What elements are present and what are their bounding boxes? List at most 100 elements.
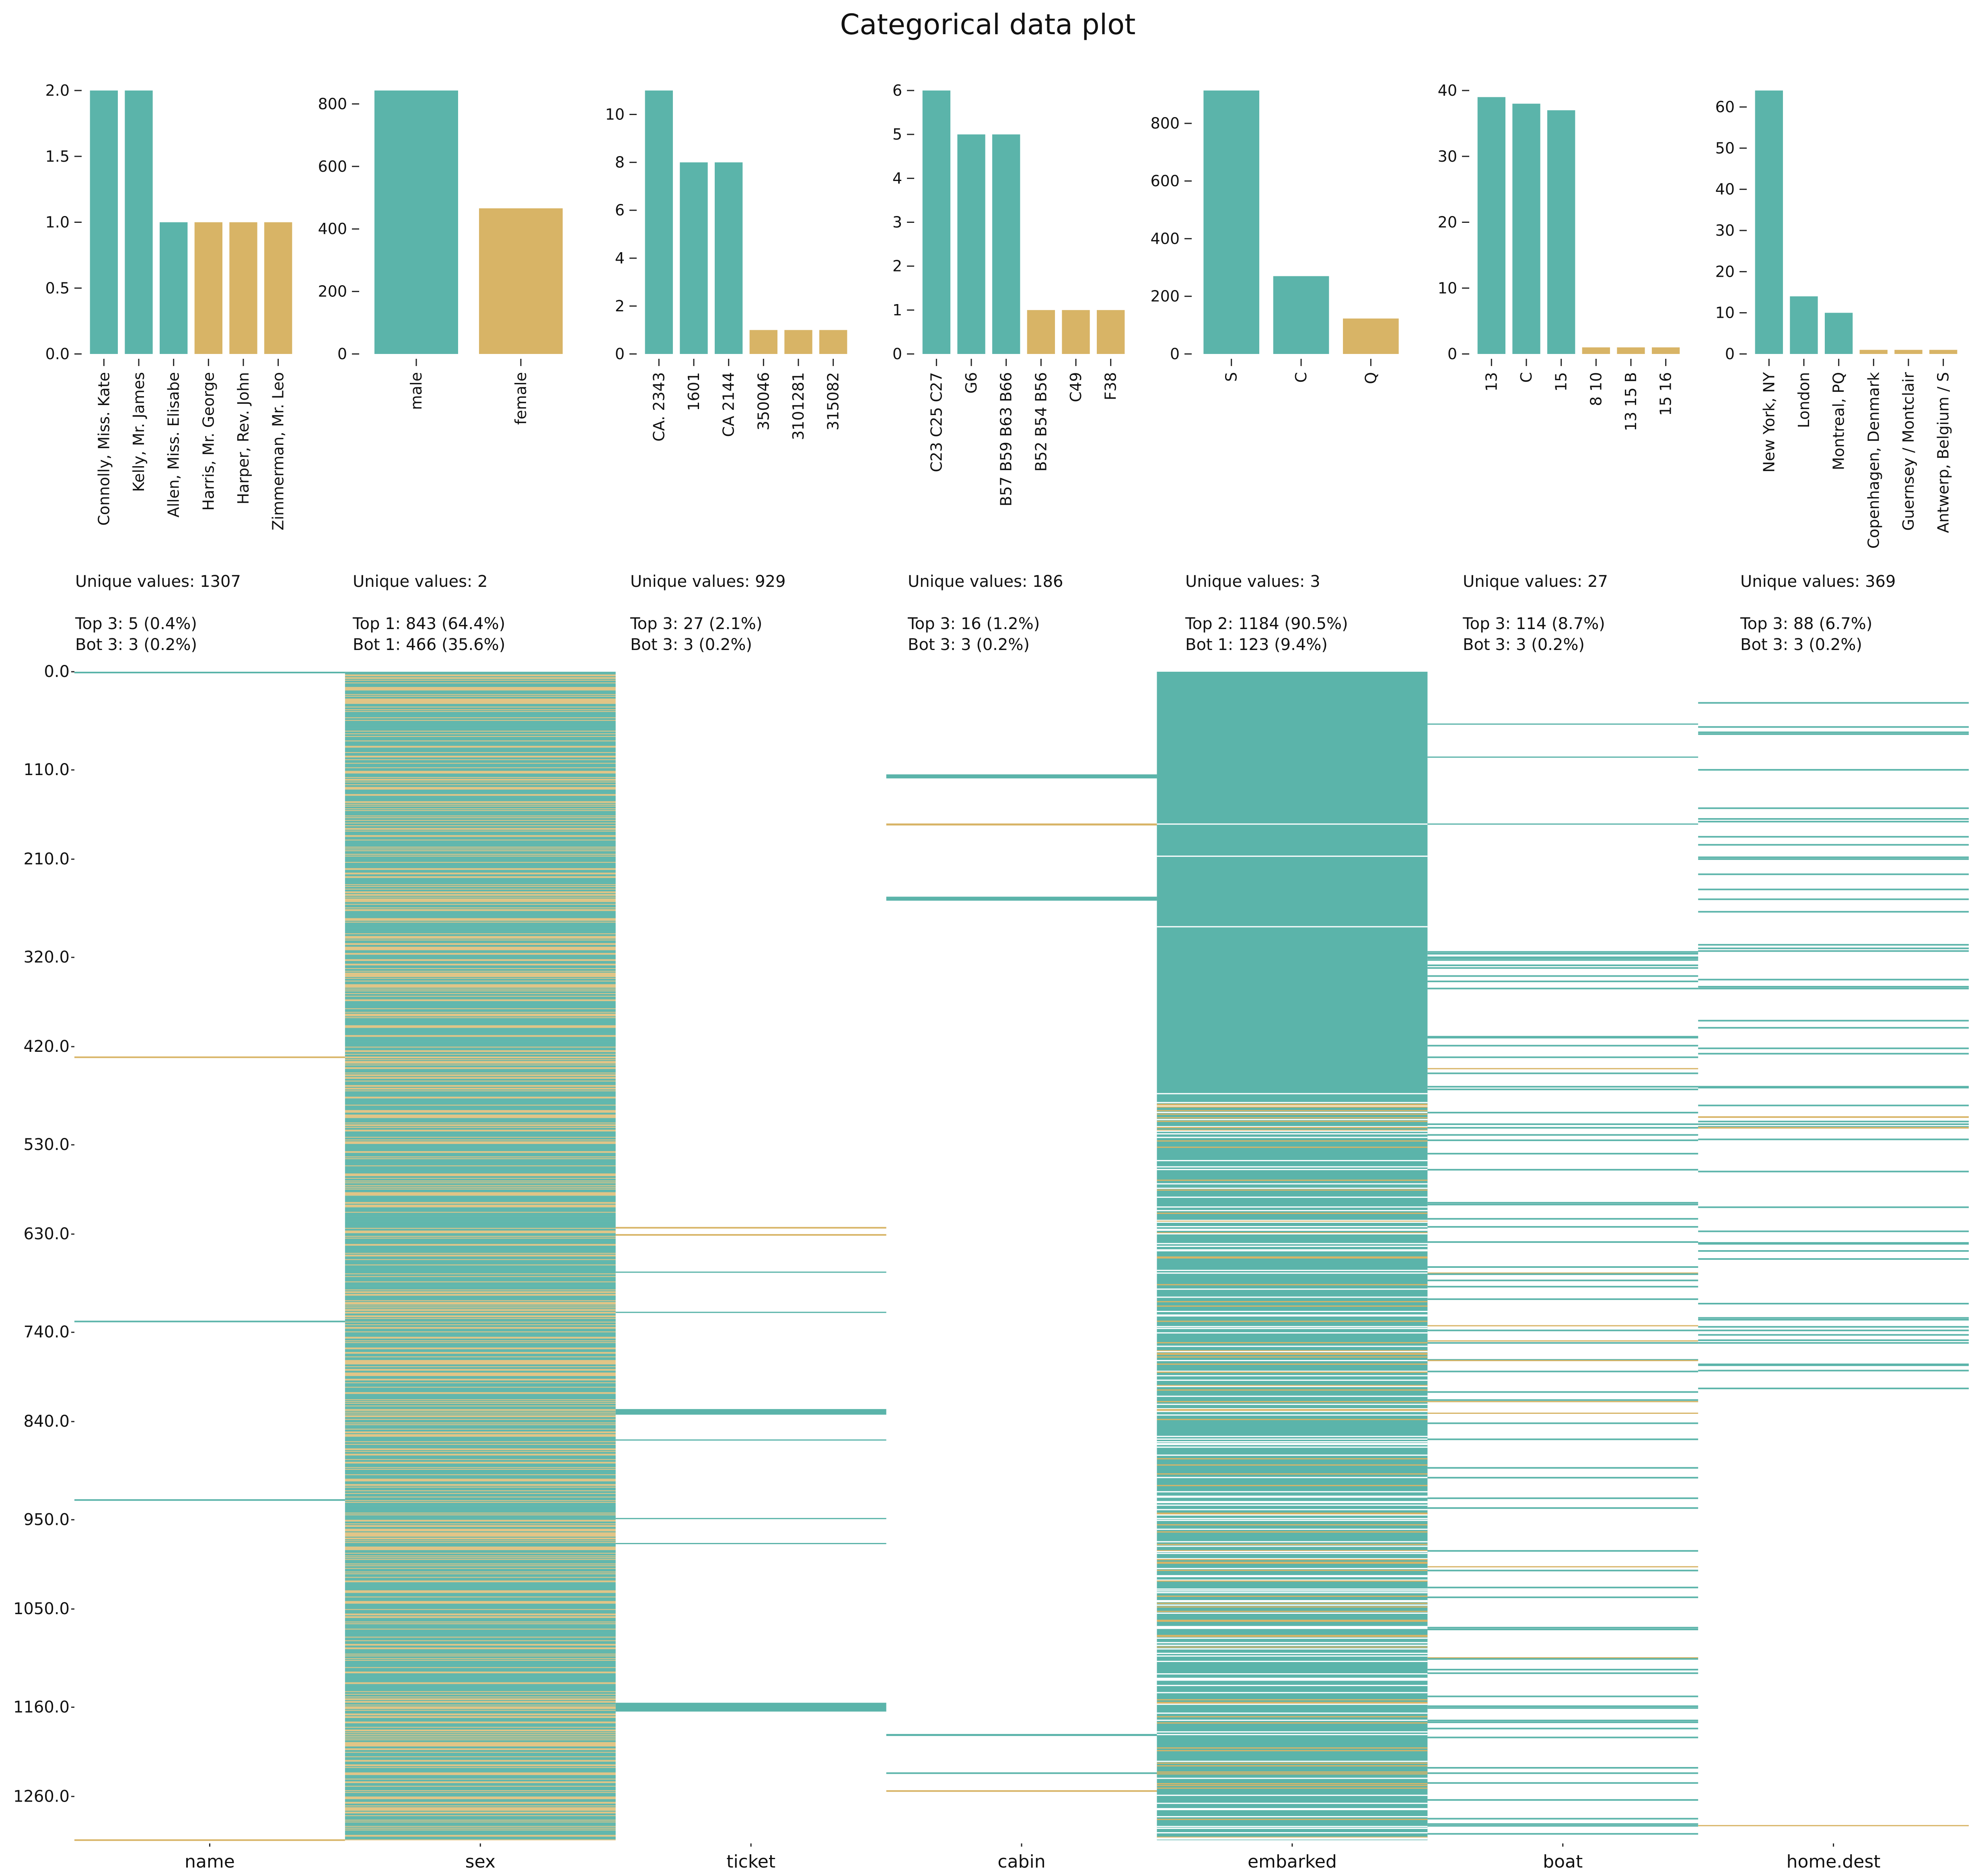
sex-row-marker (345, 884, 616, 885)
sex-row-marker (345, 1699, 616, 1700)
embarked-gap (1157, 1446, 1428, 1448)
sex-row-marker (345, 1411, 616, 1412)
sex-row-marker (345, 1528, 616, 1529)
sex-row-marker (345, 851, 616, 852)
sex-row-marker (345, 1130, 616, 1132)
sex-row-marker (345, 1296, 616, 1298)
sex-row-marker (345, 1588, 616, 1590)
sex-row-marker (345, 1503, 616, 1504)
ticket-row-marker (615, 1409, 886, 1415)
sex-row-marker (345, 840, 616, 842)
sex-row-marker (345, 1678, 616, 1679)
sex-row-marker (345, 1444, 616, 1446)
bar-13-15-b (1617, 347, 1645, 354)
sex-row-marker (345, 1703, 616, 1705)
sex-row-marker (345, 679, 616, 680)
unique-values-label: Unique values: 186 (908, 572, 1063, 591)
boat-row-marker (1427, 956, 1698, 958)
embarked-gap (1157, 1604, 1428, 1606)
home-dest-row-marker (1698, 1121, 1969, 1123)
sex-row-marker (345, 1154, 616, 1156)
bar-antwerp-belgium-s (1929, 350, 1957, 354)
y-tick-label: 200 (1150, 288, 1180, 305)
embarked-gap (1157, 1652, 1428, 1654)
sex-row-marker (345, 842, 616, 843)
sex-row-marker (345, 695, 616, 696)
sex-row-marker (345, 1804, 616, 1806)
boat-row-marker (1427, 1477, 1698, 1479)
sex-row-marker (345, 1662, 616, 1663)
sex-row-marker (345, 1516, 616, 1518)
sex-row-marker (345, 1012, 616, 1014)
boat-row-marker (1427, 1596, 1698, 1598)
sex-row-marker (345, 1561, 616, 1562)
home-dest-row-marker (1698, 944, 1969, 946)
sex-row-marker (345, 1202, 616, 1203)
y-tick-label: 0.0 (45, 345, 70, 363)
sex-row-marker (345, 774, 616, 775)
embarked-row-marker (1157, 1284, 1428, 1286)
embarked-row-marker (1157, 1121, 1428, 1122)
embarked-gap (1157, 1133, 1428, 1135)
embarked-gap (1157, 1228, 1428, 1230)
bottom-summary: Bot 3: 3 (0.2%) (630, 636, 752, 654)
home-dest-row-marker (1698, 1342, 1969, 1344)
home-dest-row-marker (1698, 1053, 1969, 1055)
y-tick-label: 10 (605, 106, 625, 123)
sex-row-marker (345, 1566, 616, 1567)
sex-row-marker (345, 771, 616, 773)
sex-row-marker (345, 949, 616, 950)
sex-row-marker (345, 1833, 616, 1834)
embarked-gap (1157, 1816, 1428, 1818)
sex-row-marker (345, 1487, 616, 1489)
cabin-row-marker (886, 1734, 1157, 1736)
sex-row-marker (345, 682, 616, 684)
embarked-gap (1157, 1233, 1428, 1234)
column-label-boat: boat (1543, 1851, 1583, 1872)
sex-row-marker (345, 1381, 616, 1382)
sex-row-marker (345, 929, 616, 930)
sex-row-marker (345, 940, 616, 942)
sex-row-marker (345, 1621, 616, 1623)
sex-row-marker (345, 1395, 616, 1397)
sex-row-marker (345, 1637, 616, 1639)
sex-row-marker (345, 1103, 616, 1104)
embarked-row-marker (1157, 1212, 1428, 1214)
sex-row-marker (345, 1169, 616, 1170)
sex-row-marker (345, 718, 616, 720)
sex-row-marker (345, 1279, 616, 1281)
home-dest-row-marker (1698, 1370, 1969, 1372)
sex-row-marker (345, 1146, 616, 1147)
sex-row-marker (345, 1524, 616, 1526)
sex-row-marker (345, 1265, 616, 1267)
sex-row-marker (345, 1291, 616, 1292)
sex-row-marker (345, 1837, 616, 1839)
sex-row-marker (345, 1565, 616, 1567)
column-label-embarked: embarked (1248, 1851, 1337, 1872)
sex-row-marker (345, 1377, 616, 1378)
sex-row-marker (345, 1329, 616, 1331)
sex-row-marker (345, 1521, 616, 1523)
sex-row-marker (345, 1444, 616, 1445)
sex-row-marker (345, 1321, 616, 1322)
boat-row-marker (1427, 1736, 1698, 1738)
embarked-row-marker (1157, 1606, 1428, 1608)
name-row-marker (74, 1839, 345, 1841)
bar-c (1273, 276, 1329, 354)
sex-row-marker (345, 941, 616, 942)
sex-row-marker (345, 911, 616, 912)
sex-row-marker (345, 1419, 616, 1420)
sex-row-marker (345, 955, 616, 957)
sex-row-marker (345, 1312, 616, 1313)
sex-row-marker (345, 1165, 616, 1166)
sex-row-marker (345, 1194, 616, 1195)
sex-row-marker (345, 1564, 616, 1565)
sex-row-marker (345, 1091, 616, 1092)
sex-row-marker (345, 945, 616, 946)
sex-row-marker (345, 1812, 616, 1814)
sex-row-marker (345, 1245, 616, 1247)
sex-row-marker (345, 846, 616, 848)
embarked-gap (1157, 1360, 1428, 1362)
home-dest-row-marker (1698, 1127, 1969, 1129)
sex-row-marker (345, 1468, 616, 1469)
